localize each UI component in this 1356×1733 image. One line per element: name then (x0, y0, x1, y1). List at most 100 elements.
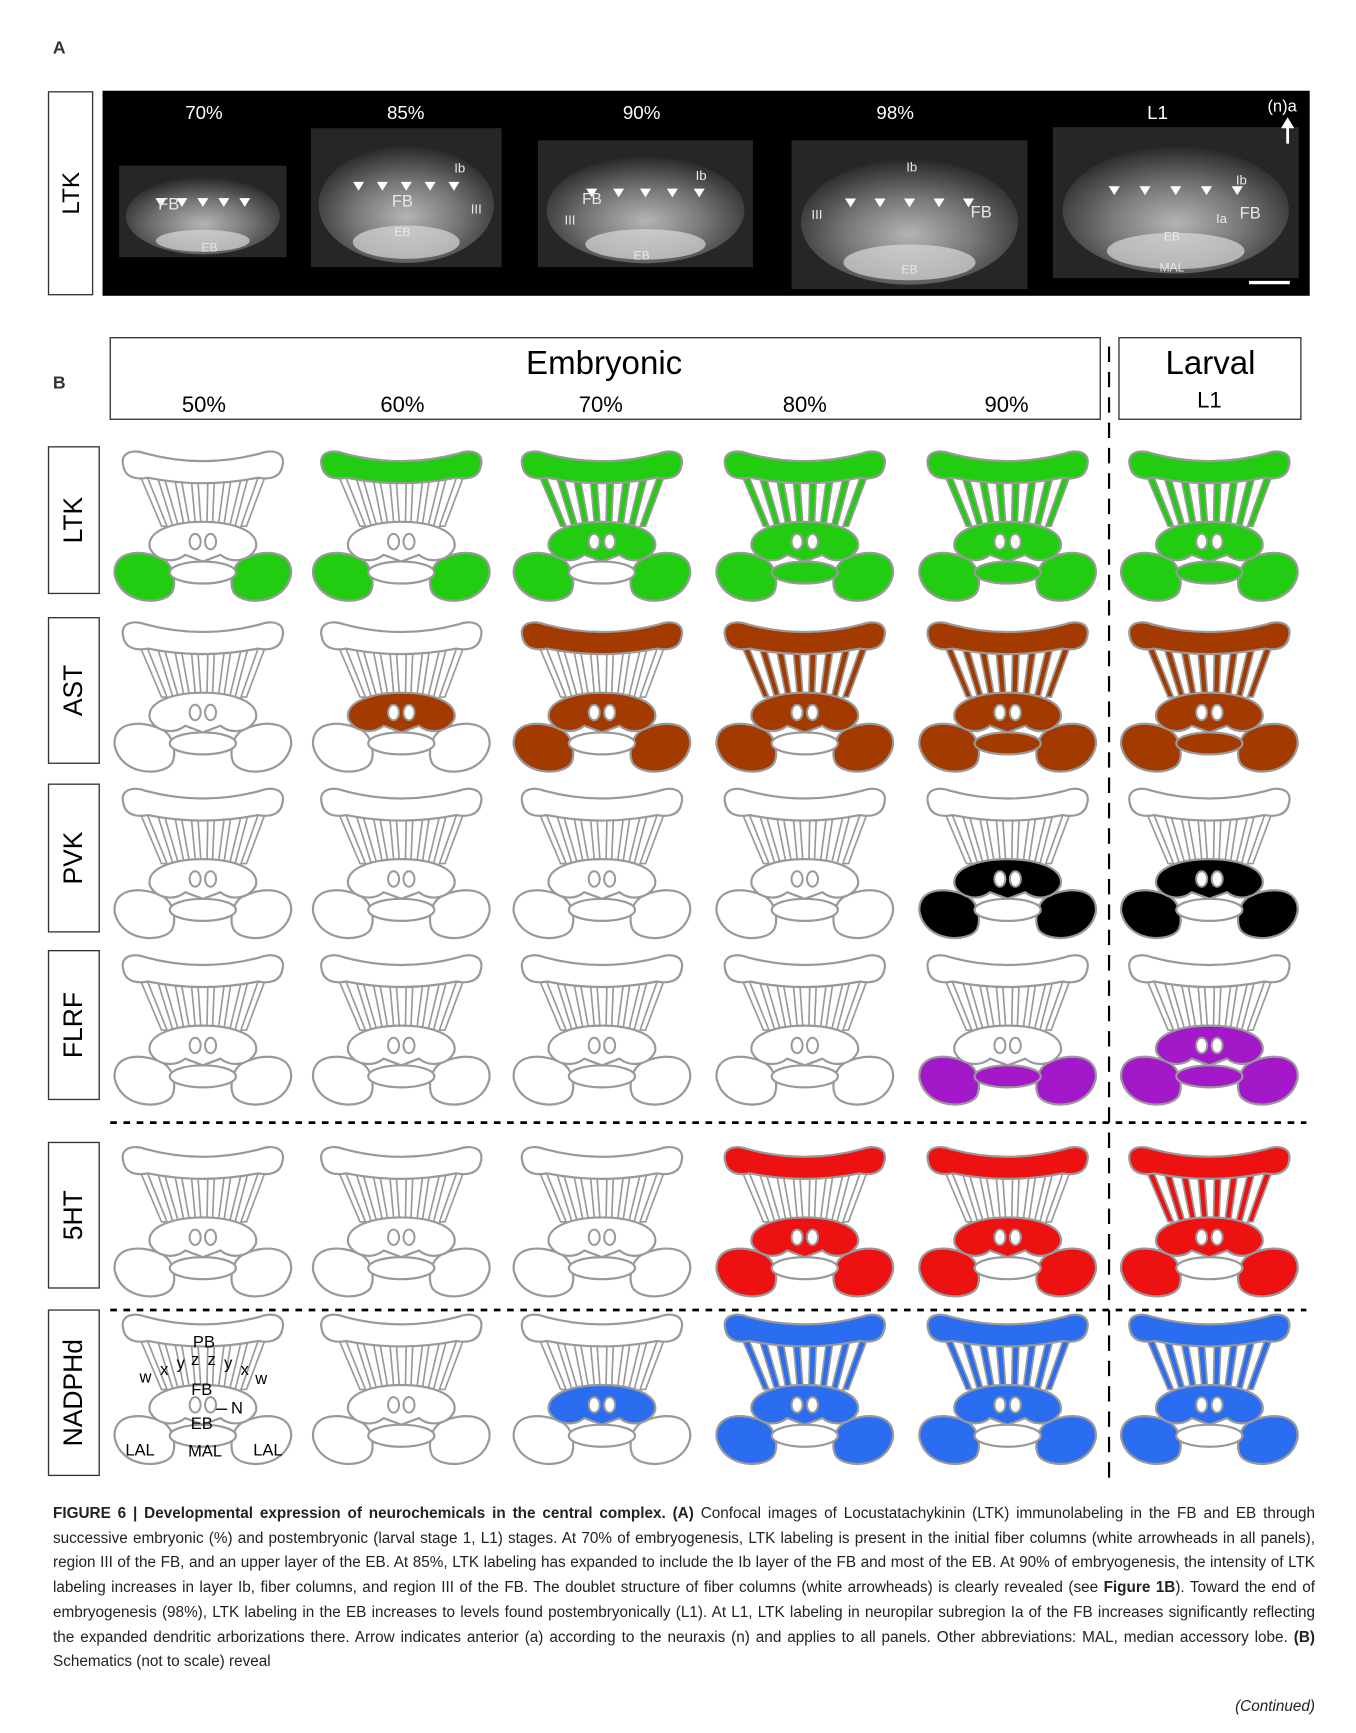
schematic (313, 622, 490, 771)
schematic (115, 622, 292, 771)
nodulus (1212, 871, 1223, 886)
nodulus (589, 1230, 600, 1245)
ellipsoid-body (772, 1257, 838, 1279)
region-label: EB (901, 263, 917, 277)
protocerebral-bridge (321, 1315, 481, 1347)
fan-shaped-body (149, 1217, 256, 1257)
schematic (514, 789, 691, 938)
nodulus (403, 705, 414, 720)
nodulus (388, 871, 399, 886)
nodulus (1212, 1397, 1223, 1412)
page: A LTK 70%FBEB85%IbFBIIIEB90%IbFBIIIEB98%… (0, 0, 1356, 1733)
row-label: 5HT (58, 1190, 88, 1240)
nodulus (792, 1038, 803, 1053)
caption-text: (B) (1294, 1629, 1315, 1646)
region-label: Ia (1216, 211, 1228, 226)
schematic (514, 622, 691, 771)
nodulus (205, 871, 216, 886)
nodulus (1010, 1038, 1021, 1053)
fan-shaped-body (149, 522, 256, 562)
nodulus (388, 1230, 399, 1245)
fan-shaped-body (348, 1026, 455, 1066)
schematic (514, 451, 691, 600)
nodulus (1212, 534, 1223, 549)
fan-shaped-body (1156, 1217, 1263, 1257)
group-title: Embryonic (526, 345, 682, 382)
region-label: z (191, 1350, 199, 1369)
nodulus (994, 705, 1005, 720)
schematic (1121, 1315, 1298, 1464)
caption: FIGURE 6 | Developmental expression of n… (53, 1502, 1315, 1675)
region-label: x (160, 1360, 169, 1379)
nodulus (807, 1230, 818, 1245)
fan-shaped-body (348, 693, 455, 733)
ellipsoid-body (772, 1065, 838, 1087)
protocerebral-bridge (927, 789, 1087, 821)
schematic (313, 1147, 490, 1296)
nodulus (205, 1230, 216, 1245)
stage-label: 90% (623, 102, 661, 123)
region-label: FB (191, 1380, 212, 1399)
row-label: NADPHd (58, 1339, 88, 1446)
schematic (716, 451, 893, 600)
protocerebral-bridge (321, 451, 481, 483)
region-label: x (241, 1360, 250, 1379)
ellipsoid-body (569, 732, 635, 754)
nodulus (589, 871, 600, 886)
fan-shaped-body (549, 1026, 656, 1066)
caption-text: Figure 1B (1104, 1579, 1176, 1596)
protocerebral-bridge (123, 955, 283, 987)
nodulus (807, 705, 818, 720)
stage-label: 60% (380, 392, 424, 417)
protocerebral-bridge (725, 451, 885, 483)
nodulus (994, 1038, 1005, 1053)
ellipsoid-body (772, 1425, 838, 1447)
schematic (716, 789, 893, 938)
region-label: Ib (696, 168, 707, 183)
ellipsoid-body (368, 899, 434, 921)
nodulus (205, 534, 216, 549)
fan-shaped-body (549, 859, 656, 899)
nodulus (205, 1038, 216, 1053)
protocerebral-bridge (123, 622, 283, 654)
nodulus (388, 1397, 399, 1412)
protocerebral-bridge (522, 451, 682, 483)
nodulus (994, 1230, 1005, 1245)
ellipsoid-body (772, 732, 838, 754)
nodulus (792, 705, 803, 720)
fan-shaped-body (751, 693, 858, 733)
protocerebral-bridge (522, 955, 682, 987)
nodulus (1212, 705, 1223, 720)
protocerebral-bridge (1129, 1147, 1289, 1179)
continued: (Continued) (1235, 1698, 1315, 1716)
region-label: EB (394, 225, 410, 239)
nodulus (994, 534, 1005, 549)
protocerebral-bridge (1129, 622, 1289, 654)
protocerebral-bridge (725, 1147, 885, 1179)
schematic (313, 955, 490, 1104)
fan-shaped-body (1156, 1026, 1263, 1066)
protocerebral-bridge (522, 789, 682, 821)
fan-shaped-body (1156, 859, 1263, 899)
nodulus (604, 534, 615, 549)
fan-shaped-body (348, 1217, 455, 1257)
nodulus (190, 871, 201, 886)
region-label: MAL (188, 1442, 222, 1461)
ellipsoid-body (772, 899, 838, 921)
stage-label: 70% (579, 392, 623, 417)
region-label: z (208, 1350, 216, 1369)
fan-shaped-body (751, 1385, 858, 1425)
protocerebral-bridge (725, 1315, 885, 1347)
nodulus (205, 705, 216, 720)
region-label: FB (971, 202, 992, 221)
ellipsoid-body (368, 1257, 434, 1279)
nodulus (807, 534, 818, 549)
nodulus (388, 534, 399, 549)
nodulus (792, 534, 803, 549)
protocerebral-bridge (927, 1315, 1087, 1347)
nodulus (1212, 1230, 1223, 1245)
fan-shaped-body (954, 522, 1061, 562)
nodulus (604, 705, 615, 720)
protocerebral-bridge (1129, 789, 1289, 821)
protocerebral-bridge (321, 622, 481, 654)
